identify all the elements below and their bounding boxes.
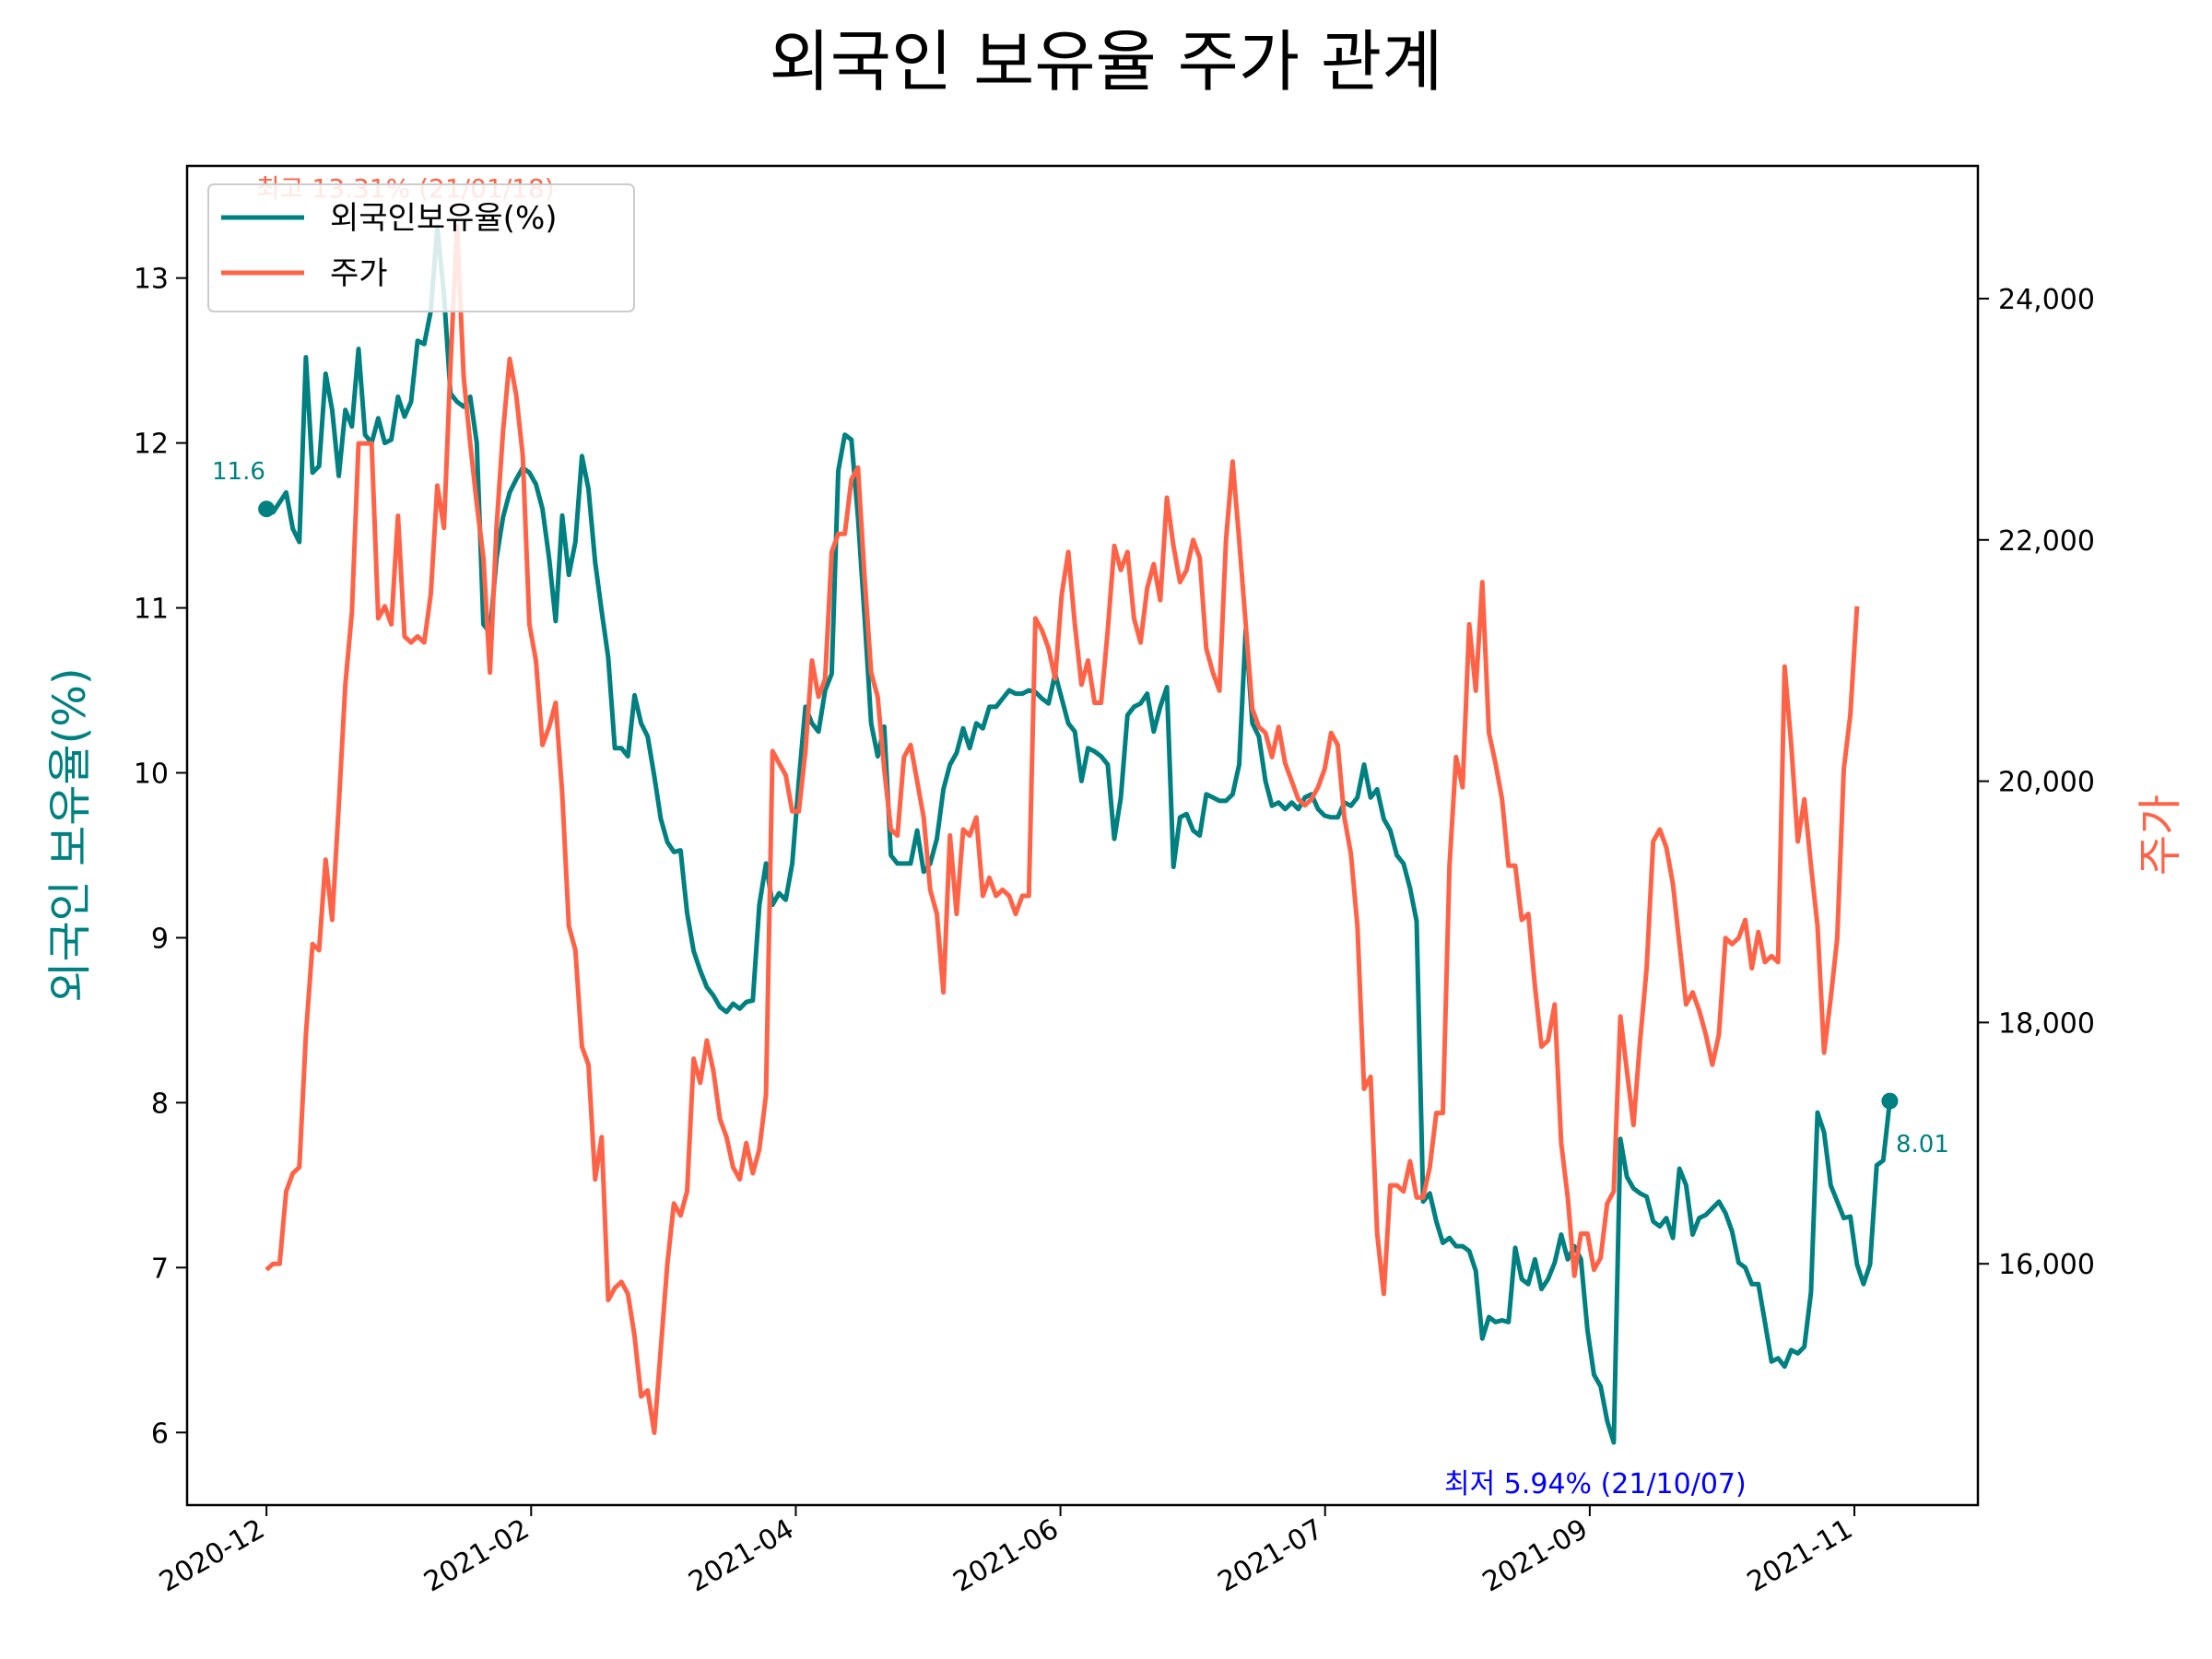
min-annotation: 최저 5.94% (21/10/07) — [1444, 1468, 1747, 1500]
start-value-label: 11.6 — [212, 458, 265, 486]
x-tick-label: 2021-07 — [1213, 1513, 1329, 1599]
right-axis-label: 주가 — [2135, 794, 2186, 876]
right-tick-label: 22,000 — [1998, 525, 2095, 558]
left-tick-label: 12 — [134, 429, 169, 461]
left-tick-label: 8 — [151, 1088, 169, 1120]
series-line-price — [265, 224, 1860, 1435]
left-tick-label: 10 — [134, 759, 169, 791]
start-point-marker — [258, 500, 276, 518]
legend-label-price: 주가 — [330, 255, 388, 292]
legend-label-holding: 외국인보유율(%) — [330, 200, 558, 237]
x-tick-label: 2021-09 — [1477, 1513, 1594, 1599]
right-tick-label: 24,000 — [1998, 284, 2095, 316]
end-value-label: 8.01 — [1896, 1131, 1949, 1159]
x-tick-label: 2021-06 — [948, 1513, 1065, 1599]
plot-frame — [185, 164, 1980, 1507]
left-tick-label: 6 — [151, 1418, 169, 1450]
left-tick-label: 11 — [134, 594, 169, 626]
x-tick-label: 2021-11 — [1742, 1513, 1858, 1599]
legend: 외국인보유율(%) 주가 — [207, 183, 635, 312]
x-tick-label: 2020-12 — [154, 1513, 270, 1599]
left-axis-label: 외국인 보유율(%) — [44, 667, 96, 1002]
x-tick-label: 2021-04 — [683, 1513, 799, 1599]
right-tick-label: 18,000 — [1998, 1007, 2095, 1040]
left-axis: 6 7 8 9 10 11 12 13 — [134, 264, 187, 1450]
x-axis: 2020-12 2021-02 2021-04 2021-06 2021-07 2021-… — [154, 1505, 1858, 1599]
x-tick-label: 2021-02 — [418, 1513, 535, 1599]
left-tick-label: 13 — [134, 264, 169, 296]
end-point-marker — [1881, 1092, 1899, 1110]
right-tick-label: 20,000 — [1998, 767, 2095, 799]
right-tick-label: 16,000 — [1998, 1249, 2095, 1281]
right-axis: 16,000 18,000 20,000 22,000 24,000 — [1978, 284, 2095, 1281]
chart-title: 외국인 보유율 주가 관계 — [769, 23, 1442, 100]
left-tick-label: 9 — [151, 923, 169, 955]
legend-box — [207, 183, 635, 312]
left-tick-label: 7 — [151, 1253, 169, 1285]
series-line-holding — [265, 224, 1892, 1445]
series-layer — [258, 224, 1899, 1445]
